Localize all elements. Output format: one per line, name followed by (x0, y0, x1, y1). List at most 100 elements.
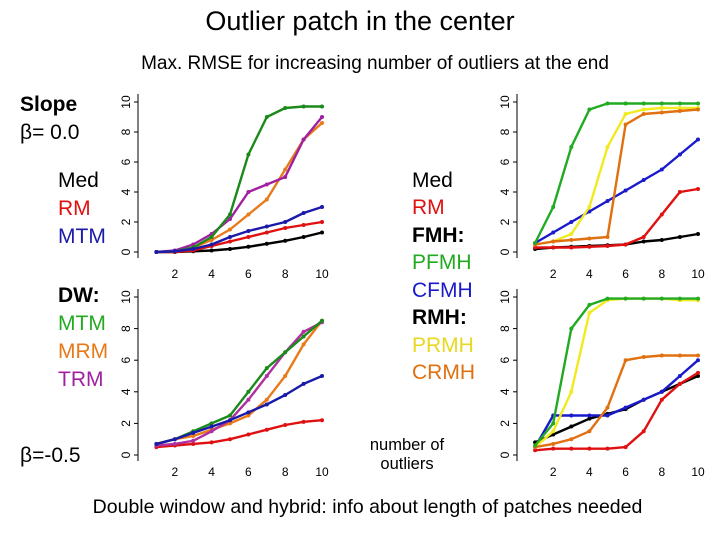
data-point (696, 370, 700, 375)
legend-prmh: PRMH (412, 334, 474, 357)
data-point (246, 410, 251, 415)
x-tick-label: 2 (171, 465, 178, 479)
data-point (551, 446, 556, 451)
data-point (587, 416, 592, 421)
data-point (641, 107, 646, 112)
data-point (246, 244, 251, 249)
data-point (659, 238, 664, 242)
data-point (659, 110, 664, 115)
data-point (587, 429, 592, 434)
series-line-rm (535, 187, 699, 249)
data-point (154, 441, 159, 446)
data-point (320, 374, 324, 378)
data-point (677, 296, 682, 301)
data-point (228, 235, 232, 239)
x-tick-label: 6 (245, 465, 252, 479)
legend-dw-mrm: MRM (58, 340, 109, 363)
x-tick-label: 10 (315, 465, 329, 479)
data-point (587, 236, 592, 241)
data-point (246, 432, 251, 437)
data-point (320, 104, 324, 109)
data-point (623, 405, 628, 410)
data-point (623, 358, 628, 363)
series-line-rm (534, 371, 699, 452)
data-point (587, 107, 592, 112)
data-point (551, 239, 556, 244)
data-point (209, 235, 214, 239)
data-point (605, 413, 610, 418)
data-point (191, 430, 196, 435)
y-tick-label: 8 (498, 325, 512, 332)
data-point (246, 152, 251, 157)
data-point (587, 302, 592, 307)
series-line-pfmh (534, 297, 698, 447)
data-point (641, 429, 646, 434)
y-tick-label: 6 (498, 158, 512, 165)
data-point (551, 429, 556, 434)
data-point (264, 224, 269, 229)
data-point (301, 342, 306, 347)
data-point (551, 441, 556, 446)
data-point (623, 101, 628, 106)
data-point (696, 374, 700, 378)
data-point (623, 296, 628, 301)
data-point (641, 101, 646, 106)
data-point (172, 437, 177, 442)
data-point (172, 441, 177, 446)
data-point (264, 374, 269, 378)
data-point (209, 238, 214, 242)
data-point (228, 212, 232, 217)
data-point (191, 242, 196, 247)
data-point (209, 248, 214, 253)
series-line-dw-trm (156, 321, 323, 447)
data-point (320, 230, 324, 235)
data-point (283, 392, 288, 397)
data-point (228, 217, 232, 221)
data-point (533, 443, 538, 448)
data-point (301, 137, 306, 142)
data-point (228, 421, 232, 426)
data-point (551, 245, 556, 250)
data-point (264, 230, 269, 235)
data-point (533, 245, 538, 250)
data-point (605, 145, 610, 149)
data-point (677, 109, 682, 113)
data-point (623, 242, 628, 247)
x-tick-label: 10 (691, 267, 705, 281)
data-point (228, 227, 232, 232)
data-point (301, 104, 306, 109)
y-tick-label: 10 (119, 290, 133, 304)
x-tick-label: 4 (586, 267, 593, 281)
x-tick-label: 8 (658, 267, 665, 281)
data-point (569, 389, 574, 394)
data-point (320, 220, 324, 224)
data-point (605, 296, 610, 301)
series-line-trm (156, 116, 323, 254)
chart-panel-top-right: 0 2 4 6 8 10 2 4 6 8 10 (498, 94, 705, 281)
data-point (587, 310, 592, 315)
data-point (283, 422, 288, 427)
series-line-prmh (534, 297, 698, 449)
chart-panel-bottom-right: 0 2 4 6 8 10 2 4 6 8 10 (498, 289, 705, 479)
y-tick-label: 0 (498, 248, 512, 255)
data-point (587, 446, 592, 451)
chart-subtitle: Max. RMSE for increasing number of outli… (141, 53, 609, 74)
data-point (320, 115, 324, 119)
data-point (264, 182, 269, 187)
series-line-mrm (156, 319, 323, 446)
data-point (569, 232, 574, 236)
legend-crmh: CRMH (412, 361, 475, 384)
series-line-pfmh (534, 102, 698, 244)
data-point (301, 329, 306, 334)
data-point (246, 229, 251, 233)
data-point (641, 355, 646, 360)
y-tick-label: 4 (119, 388, 133, 395)
data-point (209, 424, 214, 429)
data-point (569, 238, 574, 242)
footer-note: Double window and hybrid: info about len… (92, 496, 643, 518)
data-point (320, 205, 324, 209)
data-point (605, 446, 610, 451)
data-point (533, 241, 538, 245)
data-point (209, 440, 214, 445)
series-line-crmh (534, 354, 698, 449)
